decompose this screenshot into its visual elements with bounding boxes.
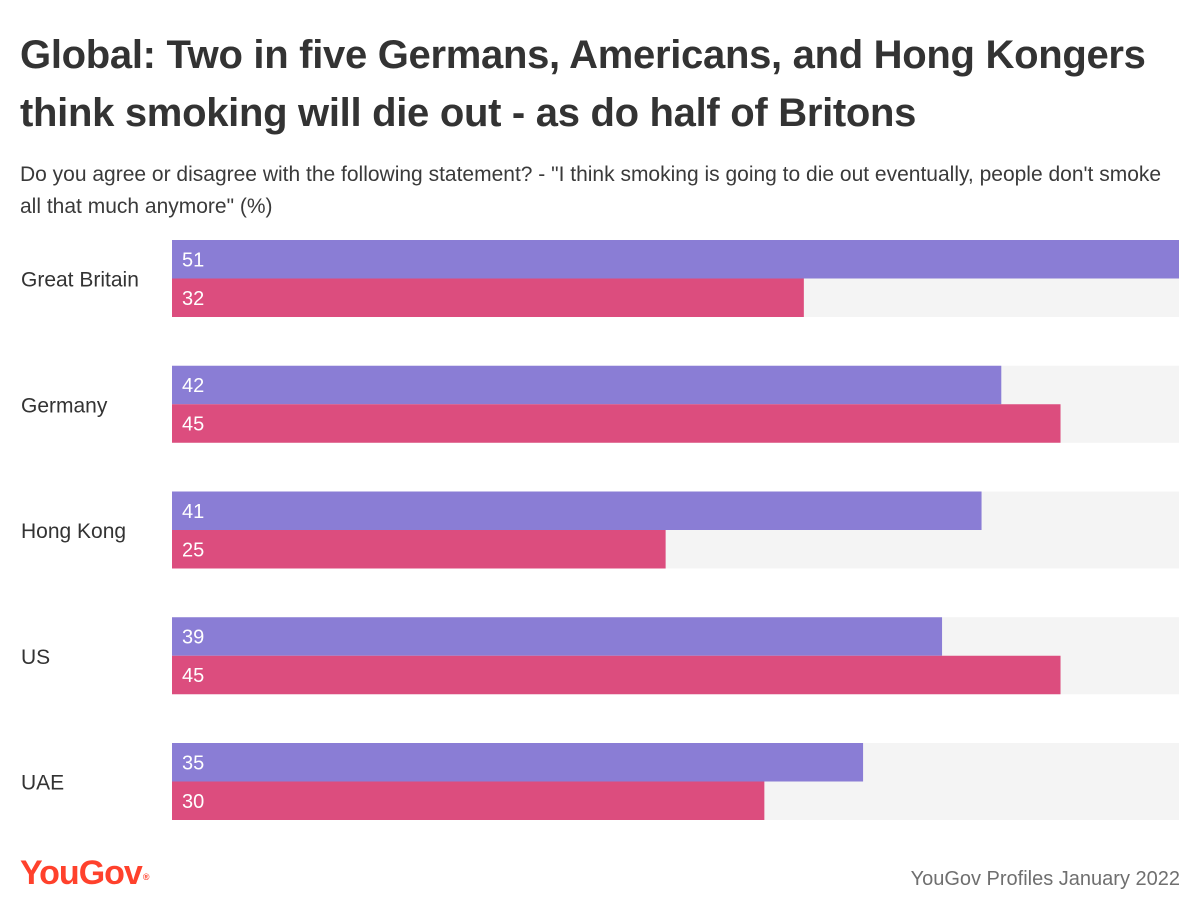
data-label: 30: [182, 791, 204, 813]
bar: [172, 404, 1061, 443]
bar: [172, 491, 982, 530]
chart-title: Global: Two in five Germans, Americans, …: [20, 33, 1146, 135]
data-label: 45: [182, 414, 204, 436]
bar-group: UAE 35 30: [21, 743, 1179, 820]
bar: [172, 743, 864, 782]
bar: [172, 278, 804, 317]
yougov-logo: YouGov®: [20, 851, 149, 895]
bar: [172, 617, 943, 656]
data-label: 45: [182, 665, 204, 687]
chart-subtitle: Do you agree or disagree with the follow…: [20, 163, 1162, 218]
bar: [172, 655, 1061, 695]
category-label: Great Britain: [21, 269, 139, 292]
category-label: Germany: [21, 394, 108, 417]
data-label: 42: [182, 375, 204, 397]
category-label: US: [21, 646, 50, 669]
data-label: 25: [182, 539, 204, 561]
bar: [172, 365, 1002, 405]
data-label: 51: [182, 249, 204, 271]
data-label: 41: [182, 501, 204, 523]
bar-group: Great Britain 51 32: [21, 240, 1179, 317]
data-label: 39: [182, 627, 204, 649]
bar-group: Germany 42 45: [21, 365, 1179, 443]
bar-group: US 39 45: [21, 617, 1179, 695]
bar: [172, 240, 1179, 279]
bar-group: Hong Kong 41 25: [21, 491, 1179, 569]
logo-registered-mark: ®: [142, 872, 150, 882]
data-label: 32: [182, 288, 204, 310]
category-label: Hong Kong: [21, 520, 126, 543]
logo-text: YouGov: [20, 854, 143, 892]
category-label: UAE: [21, 772, 64, 795]
bar: [172, 781, 765, 820]
data-label: 35: [182, 752, 204, 774]
source-note: YouGov Profiles January 2022: [910, 868, 1180, 890]
bar: [172, 530, 666, 569]
